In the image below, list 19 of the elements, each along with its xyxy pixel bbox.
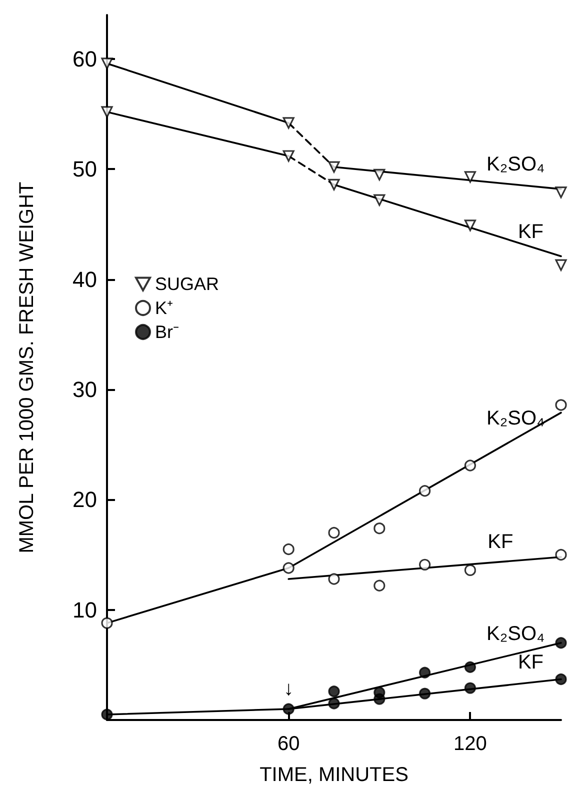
y-tick-label: 30 [72, 377, 97, 402]
y-tick-label: 60 [72, 46, 97, 72]
x-axis-title: TIME, MINUTES [260, 764, 408, 786]
annotation: K₂SO₄ [486, 154, 545, 176]
legend-label: K⁺ [155, 298, 174, 318]
legend-label: Br⁻ [155, 322, 179, 342]
y-tick-label: 40 [72, 266, 97, 292]
y-axis-title: MMOL PER 1000 GMS. FRESH WEIGHT [16, 182, 38, 554]
annotation: ↓ [284, 678, 294, 700]
x-tick-label: 120 [454, 733, 487, 755]
annotation: KF [518, 220, 544, 243]
annotation: KF [518, 652, 544, 674]
annotation: K₂SO₄ [486, 622, 545, 645]
y-tick-label: 50 [72, 156, 97, 182]
annotation: KF [488, 530, 514, 553]
y-tick-label: 10 [72, 597, 97, 622]
legend-label: SUGAR [155, 274, 220, 294]
y-tick-label: 20 [72, 487, 97, 512]
annotation: K₂SO₄ [486, 408, 545, 430]
